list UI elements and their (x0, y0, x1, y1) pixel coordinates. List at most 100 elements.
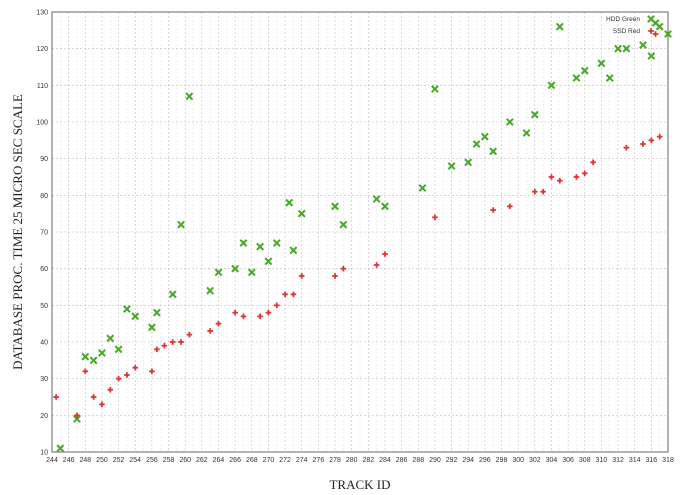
ssd-red-point (215, 320, 222, 327)
ssd-red-point (115, 375, 122, 382)
x-tick-label: 286 (396, 457, 408, 464)
ssd-red-point (652, 31, 659, 37)
ssd-red-point (556, 177, 563, 184)
hdd-green-point (331, 202, 339, 211)
hdd-green-point (639, 41, 647, 49)
ssd-red-point (186, 331, 193, 338)
hdd-green-point (655, 22, 664, 31)
hdd-green-point (580, 66, 589, 75)
ssd-red-point (373, 262, 380, 268)
hdd-green-point (555, 22, 564, 31)
x-tick-label: 316 (646, 457, 658, 464)
y-tick-label: 80 (40, 193, 48, 200)
axis-ticks: 244 246 248 250 252 254 256 258 260 262 264 266 268 2… (36, 10, 674, 465)
hdd-green-point (239, 239, 248, 247)
ssd-red-point (332, 273, 338, 279)
ssd-red-point (648, 137, 655, 144)
hdd-green-point (214, 268, 223, 277)
ssd-red-point (507, 203, 513, 210)
hdd-green-point (206, 286, 215, 295)
x-tick-label: 294 (462, 457, 474, 464)
ssd-red-point (573, 174, 580, 180)
x-tick-label: 280 (346, 457, 358, 464)
x-tick-label: 268 (246, 457, 258, 464)
y-tick-label: 30 (40, 376, 48, 383)
y-tick-label: 110 (37, 83, 48, 90)
ssd-red-point (548, 174, 555, 180)
hdd-green-point (168, 290, 177, 299)
hdd-green-point (647, 52, 656, 60)
legend-symbol-x (647, 15, 655, 23)
hdd-green-point (231, 264, 240, 273)
ssd-red-point (257, 313, 263, 320)
x-tick-label: 278 (329, 457, 341, 464)
hdd-green-point (339, 220, 348, 229)
hdd-green-point (131, 312, 140, 321)
ssd-red-point (74, 412, 80, 419)
hdd-green-point (147, 323, 156, 332)
legend-marker-hdd-green (647, 15, 655, 23)
hdd-green-point (431, 85, 439, 93)
y-tick-label: 100 (36, 120, 48, 127)
ssd-red-point (132, 364, 139, 371)
legend-symbol-plus (648, 28, 654, 34)
hdd-green-point (264, 257, 273, 266)
x-tick-label: 262 (196, 457, 208, 464)
ssd-red-point (640, 141, 646, 147)
hdd-green-point (522, 129, 531, 137)
ssd-red-point (161, 342, 168, 349)
hdd-green-point (98, 349, 106, 357)
hdd-green-point (605, 74, 614, 82)
x-tick-label: 282 (362, 457, 374, 464)
ssd-red-point (590, 159, 596, 166)
ssd-red-point (656, 133, 663, 140)
x-tick-label: 266 (229, 457, 241, 464)
x-tick-label: 308 (579, 457, 591, 464)
ssd-red-point (532, 188, 538, 195)
ssd-red-point (82, 368, 89, 375)
ssd-red-point (290, 291, 297, 298)
ssd-red-point (207, 328, 213, 334)
x-tick-label: 296 (479, 457, 491, 464)
hdd-green-point (530, 110, 539, 119)
x-tick-label: 244 (46, 457, 58, 464)
hdd-green-point (622, 44, 631, 53)
hdd-green-point (177, 220, 185, 229)
hdd-green-point (547, 81, 556, 90)
ssd-red-point (432, 214, 438, 221)
hdd-green-point (614, 44, 622, 53)
hdd-green-point (81, 352, 90, 361)
ssd-red-point (382, 251, 388, 257)
hdd-green-point (572, 74, 581, 82)
ssd-red-point (154, 346, 160, 353)
hdd-green-point (472, 140, 481, 148)
hdd-green-point (247, 268, 256, 277)
x-tick-label: 252 (113, 457, 125, 464)
hdd-green-point (185, 92, 194, 101)
ssd-red-point (124, 372, 130, 378)
x-tick-label: 246 (63, 457, 75, 464)
x-tick-label: 298 (496, 457, 508, 464)
data-points (53, 19, 672, 453)
x-tick-label: 318 (662, 457, 674, 464)
ssd-red-point (340, 265, 347, 272)
x-tick-label: 250 (96, 457, 108, 464)
x-tick-label: 290 (429, 457, 441, 464)
hdd-green-point (73, 415, 81, 423)
ssd-red-point (178, 339, 184, 345)
x-tick-label: 256 (146, 457, 158, 464)
x-tick-label: 254 (129, 457, 141, 464)
hdd-green-point (152, 308, 161, 317)
hdd-green-point (480, 132, 489, 141)
ssd-red-point (53, 394, 59, 400)
hdd-green-point (272, 239, 281, 247)
hdd-green-point (123, 305, 131, 313)
hdd-green-point (418, 184, 427, 192)
hdd-green-point (114, 345, 123, 354)
hdd-green-point (505, 118, 514, 126)
ssd-red-point (581, 170, 588, 177)
x-tick-label: 248 (79, 457, 91, 464)
hdd-green-point (89, 356, 98, 365)
x-tick-label: 312 (612, 457, 624, 464)
